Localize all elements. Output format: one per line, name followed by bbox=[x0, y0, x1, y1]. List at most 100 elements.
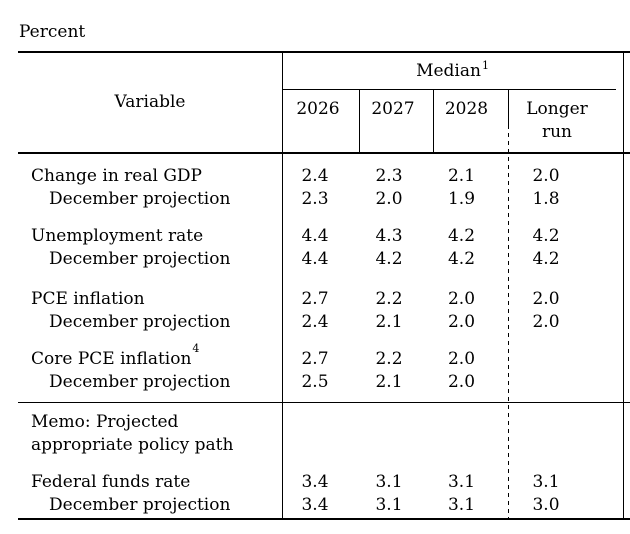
longer-run-label: Longer run bbox=[526, 99, 588, 142]
table-row-federal-funds-december: December projection 3.4 3.1 3.1 3.0 bbox=[18, 494, 623, 517]
value-2026: 2.7 bbox=[301, 289, 329, 309]
table-row-core-pce-december: December projection 2.5 2.1 2.0 bbox=[18, 371, 623, 394]
row-label: December projection bbox=[18, 311, 282, 334]
table-row-pce-december: December projection 2.4 2.1 2.0 2.0 bbox=[18, 311, 623, 334]
value-2027: 2.1 bbox=[375, 312, 403, 332]
value-longer-run: 3.1 bbox=[532, 472, 560, 492]
header-body-separator bbox=[18, 152, 630, 154]
row-label-text: December projection bbox=[49, 249, 231, 269]
table-row-core-pce: Core PCE inflation4 2.7 2.2 2.0 bbox=[18, 343, 623, 371]
value-2028: 3.1 bbox=[447, 472, 476, 492]
value-2026: 2.7 bbox=[301, 349, 329, 369]
value-longer-run: 4.2 bbox=[532, 226, 560, 246]
longer-run-divider-solid bbox=[508, 89, 509, 125]
value-2028: 2.1 bbox=[447, 166, 476, 186]
table-row-gdp-december: December projection 2.3 2.0 1.9 1.8 bbox=[18, 188, 623, 211]
table-row-federal-funds: Federal funds rate 3.4 3.1 3.1 3.1 bbox=[18, 471, 623, 494]
value-2027: 2.2 bbox=[375, 289, 403, 309]
year-2028-label: 2028 bbox=[444, 99, 489, 119]
value-2027: 4.3 bbox=[375, 226, 403, 246]
value-2026: 3.4 bbox=[301, 495, 329, 515]
row-label: December projection bbox=[18, 248, 282, 271]
value-2028: 3.1 bbox=[447, 495, 476, 515]
median-group-underline bbox=[283, 89, 616, 90]
value-2027: 4.2 bbox=[375, 249, 403, 269]
variable-column-header: Variable bbox=[18, 52, 282, 152]
row-label: Unemployment rate bbox=[18, 225, 282, 248]
longer-run-header: Longer run bbox=[509, 90, 623, 153]
median-group-header: Median 1 bbox=[416, 58, 489, 81]
year-header-2027: 2027 bbox=[360, 90, 434, 153]
table-row-gdp: Change in real GDP 2.4 2.3 2.1 2.0 bbox=[18, 165, 623, 188]
value-2026: 2.4 bbox=[301, 166, 329, 186]
value-2026: 2.5 bbox=[301, 372, 329, 392]
memo-section-label: Memo: Projected appropriate policy path bbox=[18, 411, 623, 457]
value-2026: 4.4 bbox=[301, 226, 329, 246]
median-header-label: Median bbox=[416, 60, 481, 81]
value-2026: 3.4 bbox=[301, 472, 329, 492]
table-right-edge-divider bbox=[623, 51, 624, 520]
value-2028: 2.0 bbox=[447, 349, 476, 369]
longer-run-divider-dashed bbox=[508, 125, 509, 518]
value-2028: 2.0 bbox=[447, 289, 476, 309]
variable-column-divider bbox=[282, 51, 283, 520]
value-longer-run: 2.0 bbox=[532, 312, 560, 332]
memo-line-1: Memo: Projected bbox=[31, 412, 179, 432]
value-longer-run: 4.2 bbox=[532, 249, 560, 269]
value-2028: 2.0 bbox=[447, 372, 476, 392]
row-label-text: December projection bbox=[49, 372, 231, 392]
row-label-text: PCE inflation bbox=[31, 289, 145, 309]
row-label: December projection bbox=[18, 188, 282, 211]
row-label-text: Core PCE inflation bbox=[31, 349, 192, 369]
row-label-text: December projection bbox=[49, 189, 231, 209]
row-label: Federal funds rate bbox=[18, 471, 282, 494]
value-2026: 2.3 bbox=[301, 189, 329, 209]
memo-section-separator bbox=[18, 402, 630, 404]
value-2027: 2.0 bbox=[375, 189, 403, 209]
row-label-text: Unemployment rate bbox=[31, 226, 204, 246]
value-2028: 2.0 bbox=[447, 312, 476, 332]
value-2028: 4.2 bbox=[447, 249, 476, 269]
table-row-unemployment-december: December projection 4.4 4.2 4.2 4.2 bbox=[18, 248, 623, 271]
row-label: Core PCE inflation4 bbox=[18, 343, 282, 371]
value-2027: 2.3 bbox=[375, 166, 403, 186]
value-longer-run bbox=[509, 348, 623, 371]
value-longer-run: 2.0 bbox=[532, 166, 560, 186]
year-2027-label: 2027 bbox=[371, 99, 415, 119]
row-label: PCE inflation bbox=[18, 288, 282, 311]
variable-header-label: Variable bbox=[114, 92, 186, 112]
core-pce-footnote-marker: 4 bbox=[192, 342, 200, 356]
year-2027-2028-divider bbox=[433, 89, 434, 153]
value-2027: 3.1 bbox=[375, 472, 403, 492]
row-label-text: December projection bbox=[49, 312, 231, 332]
table-top-rule bbox=[18, 51, 630, 53]
value-longer-run: 2.0 bbox=[532, 289, 560, 309]
value-2026: 4.4 bbox=[301, 249, 329, 269]
row-label: December projection bbox=[18, 371, 282, 394]
table-bottom-rule bbox=[18, 518, 630, 520]
table-row-pce: PCE inflation 2.7 2.2 2.0 2.0 bbox=[18, 288, 623, 311]
year-2026-2027-divider bbox=[359, 89, 360, 153]
year-header-2026: 2026 bbox=[282, 90, 360, 153]
row-label: December projection bbox=[18, 494, 282, 517]
row-label-text: December projection bbox=[49, 495, 231, 515]
value-longer-run bbox=[509, 371, 623, 394]
value-2028: 4.2 bbox=[447, 226, 476, 246]
row-label-text: Change in real GDP bbox=[31, 166, 202, 186]
table-body: Change in real GDP 2.4 2.3 2.1 2.0 Decem… bbox=[18, 153, 623, 517]
value-2026: 2.4 bbox=[301, 312, 329, 332]
value-2028: 1.9 bbox=[447, 189, 476, 209]
memo-line-2: appropriate policy path bbox=[31, 435, 234, 455]
percent-unit-label: Percent bbox=[19, 22, 86, 42]
value-longer-run: 1.8 bbox=[532, 189, 560, 209]
value-2027: 3.1 bbox=[375, 495, 403, 515]
value-2027: 2.1 bbox=[375, 372, 403, 392]
year-2026-label: 2026 bbox=[296, 99, 340, 119]
year-header-2028: 2028 bbox=[434, 90, 509, 153]
row-label: Change in real GDP bbox=[18, 165, 282, 188]
row-label-text: Federal funds rate bbox=[31, 472, 191, 492]
table-row-unemployment: Unemployment rate 4.4 4.3 4.2 4.2 bbox=[18, 225, 623, 248]
value-longer-run: 3.0 bbox=[532, 495, 560, 515]
value-2027: 2.2 bbox=[375, 349, 403, 369]
